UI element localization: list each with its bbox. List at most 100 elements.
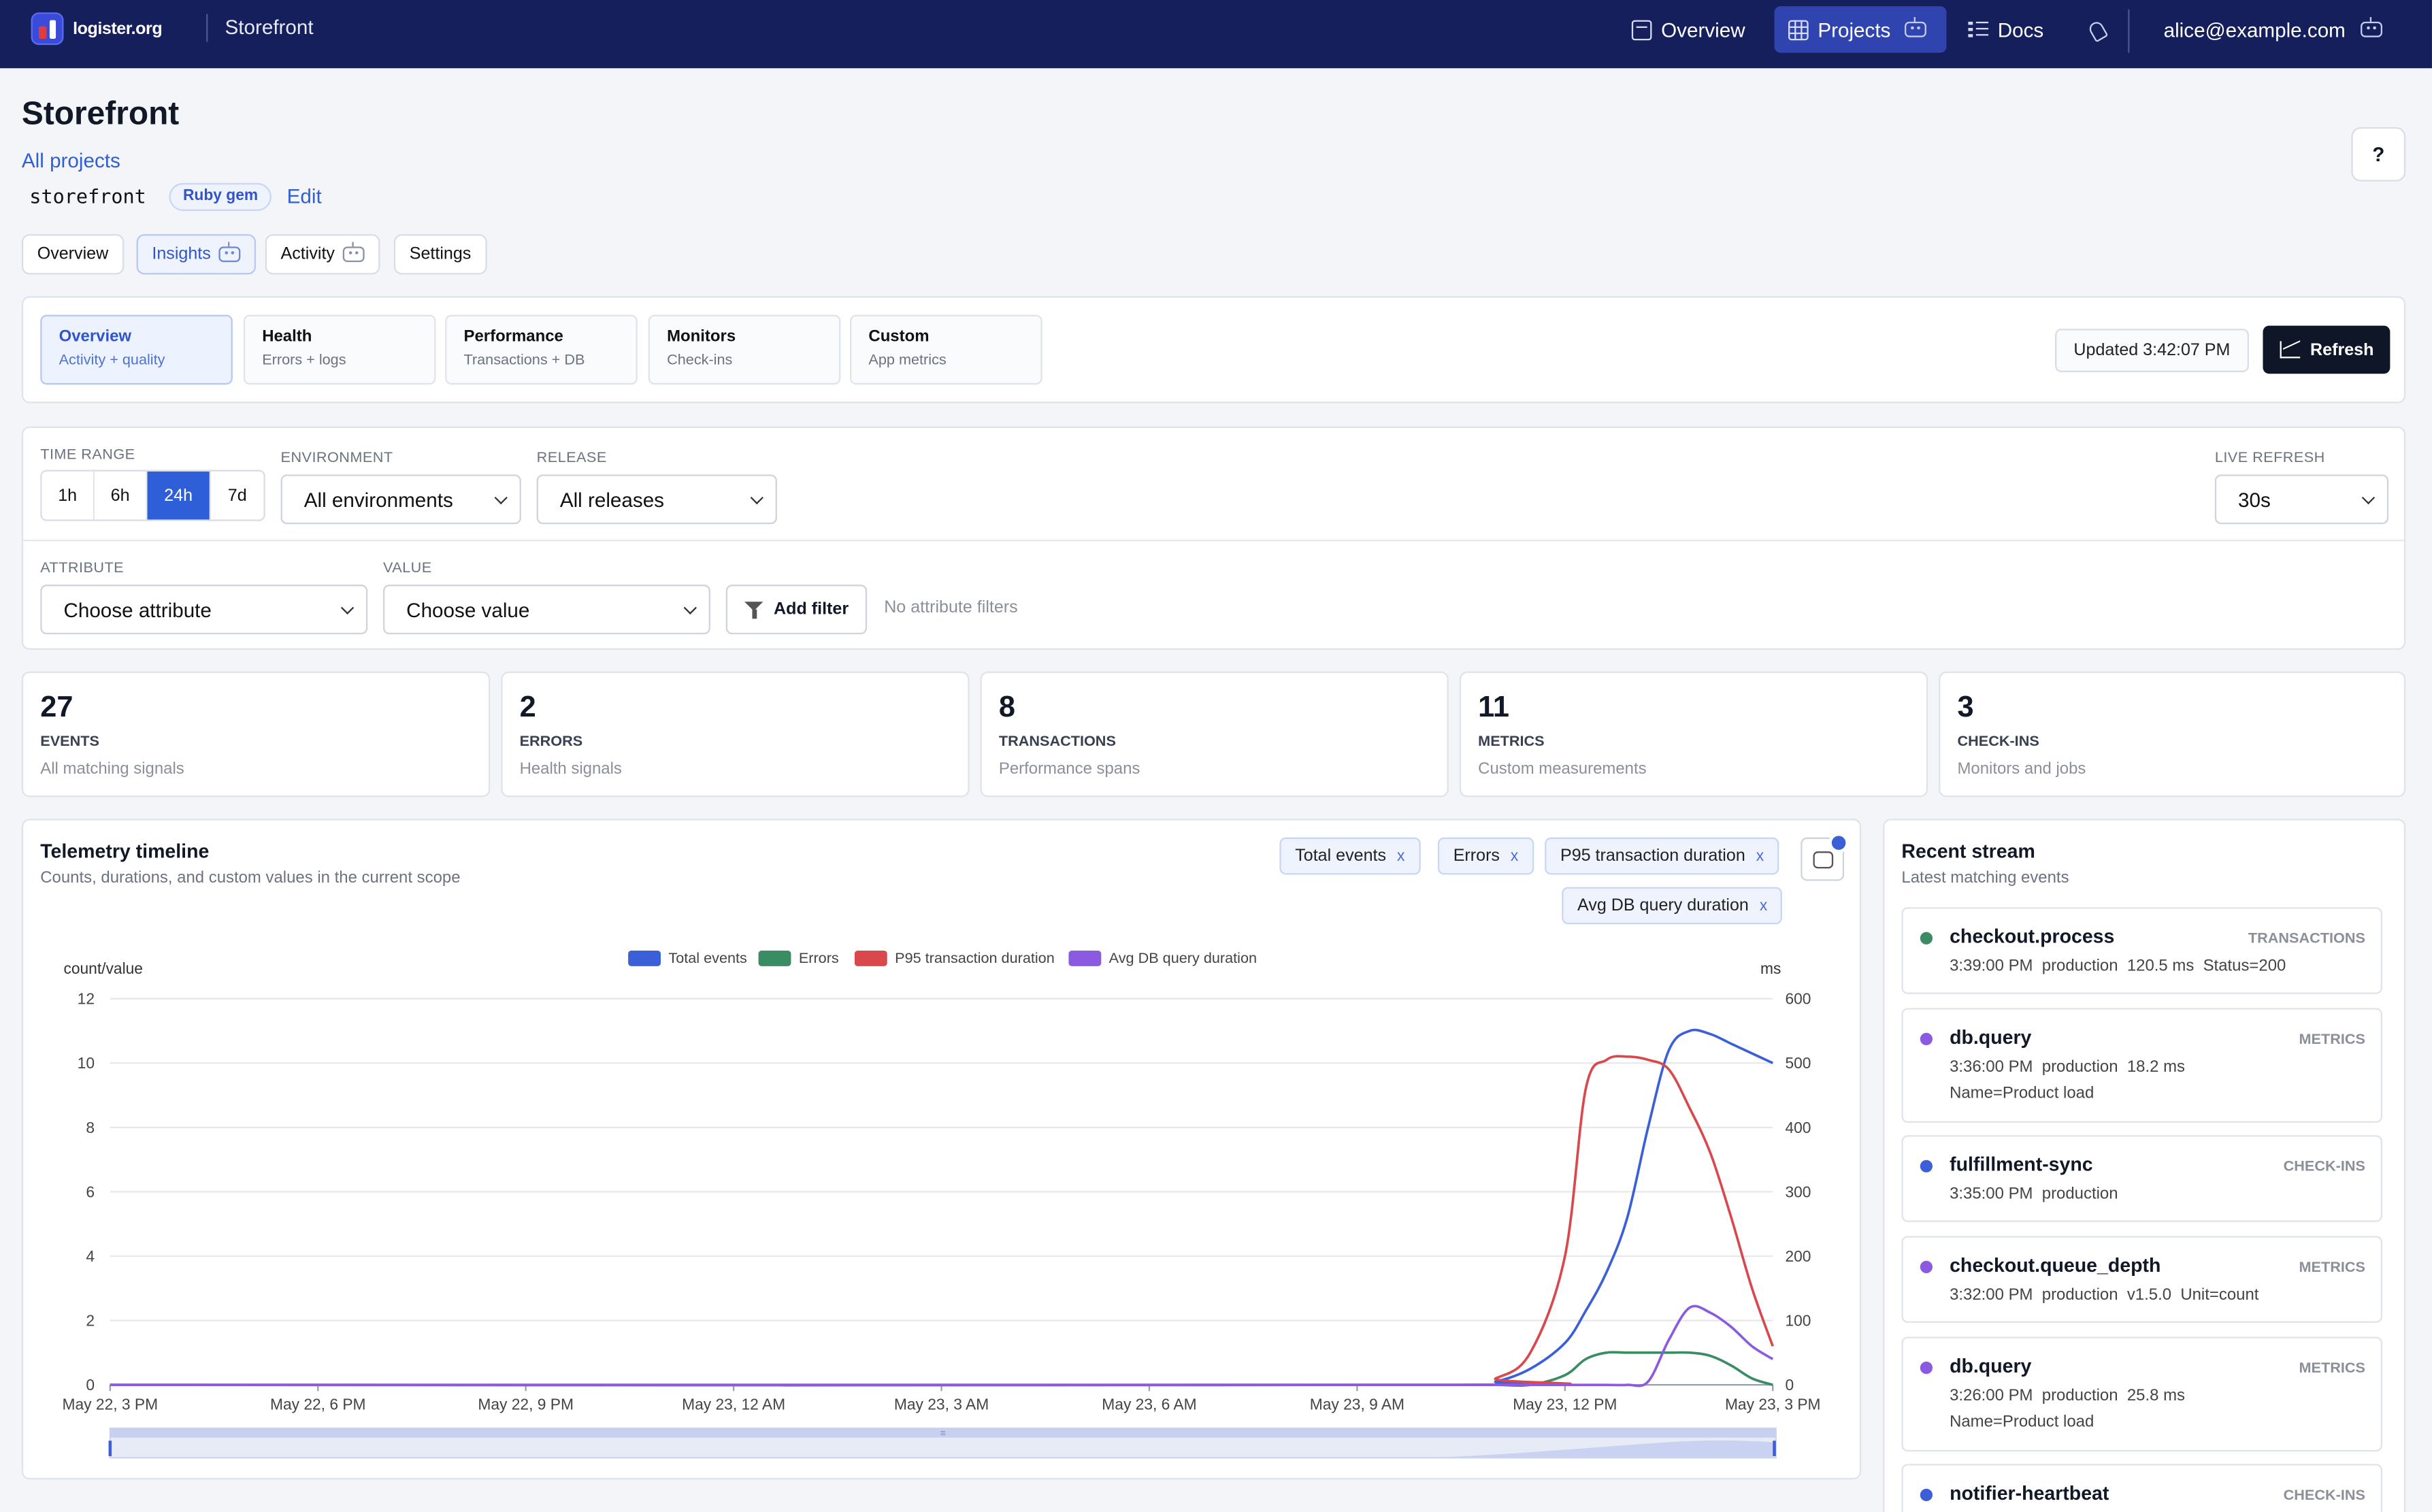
status-dot [1920,1260,1933,1274]
stat-subtitle: Custom measurements [1478,759,1647,779]
y2-tick-label: 600 [1785,990,1811,1008]
tab-insights[interactable]: Insights [136,234,256,275]
add-filter-button[interactable]: Add filter [725,585,868,635]
stream-item[interactable]: checkout.queue_depth METRICS 3:32:00 PM pr… [1901,1236,2383,1323]
rocket-icon [2086,19,2107,39]
view-card-health[interactable]: Health Errors + logs [243,314,436,385]
stream-item[interactable]: checkout.process TRANSACTIONS 3:39:00 PM p… [1901,907,2383,994]
x-tick-label: May 23, 9 AM [1310,1396,1404,1413]
status-dot [1920,1160,1933,1172]
y-axis-title: count/value [63,959,143,977]
live-refresh-select[interactable]: 30s [2214,474,2389,525]
nav-item-overview[interactable]: Overview [1617,6,1759,52]
tab-settings[interactable]: Settings [393,234,487,275]
stat-label: TRANSACTIONS [998,733,1116,751]
view-card-overview[interactable]: Overview Activity + quality [40,314,233,385]
range-24h[interactable]: 24h [147,471,211,520]
stream-item-name: notifier-heartbeat [1950,1482,2109,1505]
chip-label: P95 transaction duration [1560,847,1745,866]
nav-project-name: Storefront [225,15,314,39]
brush-grip-icon[interactable]: ≡ [940,1428,946,1438]
user-menu[interactable]: alice@example.com [2150,6,2397,52]
close-icon[interactable]: x [1396,847,1405,865]
sdk-badge: Ruby gem [169,182,272,211]
top-nav: logister.org Storefront Overview Project… [0,0,2432,69]
tab-label: Overview [37,245,109,264]
all-projects-link[interactable]: All projects [21,148,120,172]
stream-item[interactable]: db.query METRICS 3:36:00 PM production 18.… [1901,1008,2383,1123]
page-title: Storefront [21,96,180,132]
range-brush-handle-left[interactable] [108,1441,112,1456]
nav-item-label: Overview [1661,18,1745,42]
edit-link[interactable]: Edit [286,184,322,208]
time-range-selector: 1h 6h 24h 7d [40,470,265,521]
launch-button[interactable] [2072,6,2120,52]
series-line-errors [110,1351,1773,1387]
value-select[interactable]: Choose value [382,585,710,635]
stat-label: CHECK-INS [1957,733,2039,751]
close-icon[interactable]: x [1756,847,1764,865]
y-tick-label: 8 [86,1119,95,1136]
nav-divider [2128,9,2130,53]
no-filters-text: No attribute filters [884,598,1018,618]
nav-item-projects[interactable]: Projects [1774,6,1947,53]
tab-overview[interactable]: Overview [21,234,124,275]
stat-value: 8 [998,691,1015,725]
view-card-title: Overview [59,327,132,346]
chevron-down-icon [494,491,508,505]
stream-item-kind: METRICS [2299,1259,2365,1277]
series-chip-total-events[interactable]: Total events x [1279,837,1421,875]
stream-item-meta-secondary: Name=Product load [1950,1084,2094,1103]
attribute-select[interactable]: Choose attribute [40,585,368,635]
stream-item-meta-secondary: Name=Product load [1950,1413,2094,1432]
trend-icon [2279,341,2300,359]
view-card-performance[interactable]: Performance Transactions + DB [445,314,638,385]
series-chip-db-query[interactable]: Avg DB query duration x [1562,887,1784,925]
close-icon[interactable]: x [1510,847,1519,865]
range-6h[interactable]: 6h [95,471,148,520]
filter-icon [744,601,765,619]
status-dot [1920,1488,1933,1502]
view-card-subtitle: Check-ins [667,352,733,369]
stream-item[interactable]: db.query METRICS 3:26:00 PM production 25.… [1901,1336,2383,1452]
refresh-button[interactable]: Refresh [2263,325,2390,374]
y2-tick-label: 0 [1785,1376,1794,1394]
stream-item[interactable]: fulfillment-sync CHECK-INS 3:35:00 PM prod… [1901,1135,2383,1222]
x-tick-label: May 23, 3 PM [1725,1396,1821,1413]
range-brush-selection[interactable] [110,1428,1776,1438]
help-button[interactable]: ? [2351,127,2406,182]
view-card-title: Custom [868,327,930,346]
x-tick-label: May 22, 9 PM [478,1396,574,1413]
refresh-label: Refresh [2310,340,2374,359]
y-tick-label: 6 [86,1183,95,1200]
stat-value: 3 [1957,691,1974,725]
stream-item-meta: 3:39:00 PM production 120.5 ms Status=20… [1950,957,2286,976]
series-chip-p95[interactable]: P95 transaction duration x [1545,837,1779,875]
timeline-title: Telemetry timeline [40,840,210,863]
stream-item-kind: CHECK-INS [2283,1158,2365,1176]
brand[interactable]: logister.org [31,12,163,46]
environment-select[interactable]: All environments [280,474,521,525]
stat-subtitle: Monitors and jobs [1957,759,2086,779]
y-tick-label: 12 [78,990,95,1008]
timeline-chart[interactable]: Total events Errors P95 transaction durati… [23,821,1862,1481]
stream-item-kind: METRICS [2299,1360,2365,1377]
chevron-down-icon [2361,491,2376,505]
tab-activity[interactable]: Activity [265,234,380,275]
nav-divider [206,14,208,42]
environment-value: All environments [303,487,453,511]
close-icon[interactable]: x [1759,897,1768,915]
range-1h[interactable]: 1h [42,471,95,520]
view-card-custom[interactable]: Custom App metrics [850,314,1042,385]
range-7d[interactable]: 7d [210,471,264,520]
nav-item-label: Docs [1997,18,2044,42]
chevron-down-icon [340,601,355,615]
release-select[interactable]: All releases [536,474,777,525]
stream-item[interactable]: notifier-heartbeat CHECK-INS [1901,1464,2383,1512]
stream-item-name: db.query [1950,1355,2032,1377]
divider [23,540,2404,542]
series-chip-errors[interactable]: Errors x [1437,837,1534,875]
view-card-monitors[interactable]: Monitors Check-ins [648,314,841,385]
nav-item-docs[interactable]: Docs [1954,6,2058,52]
range-brush-handle-right[interactable] [1773,1441,1776,1456]
